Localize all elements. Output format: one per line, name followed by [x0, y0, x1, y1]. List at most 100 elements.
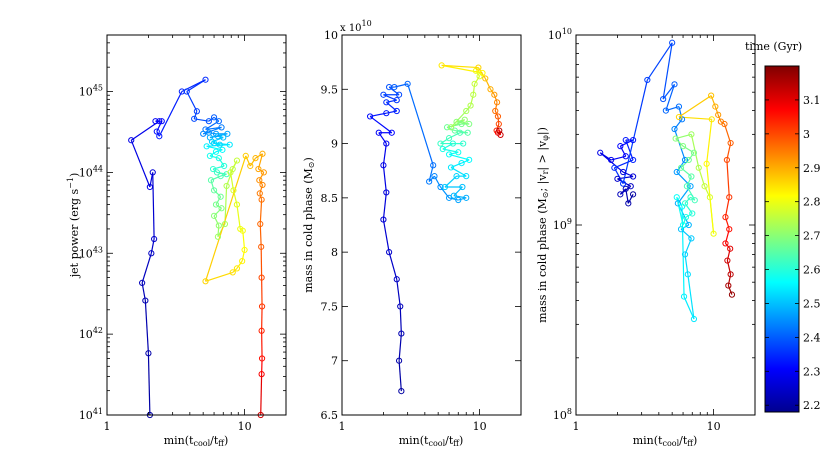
data-point — [233, 201, 241, 208]
data-point — [259, 181, 266, 189]
data-point — [684, 271, 691, 278]
data-point — [475, 64, 482, 71]
series-segment — [448, 151, 459, 156]
series-segment — [388, 86, 400, 96]
data-point — [673, 168, 680, 176]
series-segment — [477, 67, 486, 79]
series-segment — [382, 219, 390, 253]
series-segment — [684, 254, 689, 275]
series-segment — [441, 64, 483, 74]
series-segment — [710, 95, 716, 107]
data-point — [456, 129, 464, 136]
series-segment — [688, 152, 695, 161]
data-point — [206, 152, 214, 159]
data-point — [209, 165, 217, 173]
data-point — [210, 187, 218, 194]
data-point — [687, 194, 694, 201]
series-segment — [662, 42, 673, 100]
data-point — [393, 97, 400, 104]
colorbar-tick-label: 2.9 — [803, 162, 821, 175]
data-point — [257, 220, 264, 228]
data-point — [242, 152, 249, 159]
series-segment — [215, 149, 223, 153]
data-point — [247, 162, 254, 170]
series-segment — [599, 152, 612, 161]
series-segment — [717, 114, 722, 122]
series-segment — [680, 167, 692, 177]
data-point — [721, 120, 728, 128]
data-point — [258, 274, 265, 281]
data-point — [597, 149, 604, 156]
data-point — [463, 173, 470, 180]
data-point — [388, 129, 395, 136]
data-point — [451, 127, 458, 134]
series-segment — [218, 157, 225, 167]
series-segment — [141, 253, 152, 284]
data-point — [461, 116, 468, 123]
data-point — [463, 194, 470, 201]
series-segment — [398, 360, 402, 392]
series-segment — [706, 163, 715, 234]
data-point — [383, 110, 390, 117]
data-point — [258, 196, 265, 203]
series-segment — [130, 120, 160, 141]
series-segment — [706, 119, 713, 164]
series-segment — [382, 192, 387, 220]
series-segment — [484, 78, 492, 90]
series-segment — [212, 165, 225, 170]
data-point — [217, 193, 224, 200]
data-point — [216, 141, 223, 148]
series-segment — [144, 300, 150, 354]
data-point — [386, 249, 393, 256]
data-point — [383, 189, 390, 196]
data-point — [715, 111, 722, 118]
data-point — [455, 196, 462, 204]
data-point — [397, 303, 404, 310]
colorbar-tick-label: 2.3 — [803, 365, 821, 378]
data-point — [458, 160, 465, 167]
data-point — [212, 148, 220, 155]
data-point — [460, 140, 467, 147]
series-segment — [494, 102, 498, 112]
data-point — [685, 221, 692, 229]
data-point — [487, 86, 494, 93]
data-point — [217, 172, 224, 180]
panel-cold-mass-radial: 1 10 108 109 1010 min(tcool/tff) mass in col… — [536, 27, 756, 448]
data-point — [681, 200, 689, 207]
data-point — [447, 164, 455, 171]
data-point — [675, 113, 683, 121]
series-segment — [678, 95, 712, 118]
series-segment — [622, 79, 648, 184]
data-point — [426, 178, 433, 185]
y-tick-label: 1010 — [548, 27, 572, 42]
data-point — [455, 149, 462, 156]
series-segment — [450, 110, 467, 128]
data-point — [710, 230, 717, 237]
data-point — [151, 235, 158, 243]
series-segment — [245, 155, 251, 167]
series-segment — [215, 204, 222, 209]
y-axis-label-left: jet power (erg s−1) — [66, 173, 81, 280]
series-segment — [674, 118, 683, 130]
series-segment — [720, 121, 725, 125]
x-axis-label-left: min(tcool/tff) — [164, 434, 229, 448]
series-segment — [428, 175, 435, 182]
data-point — [445, 151, 453, 158]
data-point — [210, 140, 218, 147]
data-point — [690, 315, 698, 323]
x-tick-label: 1 — [573, 420, 580, 433]
x-axis-label-right: min(tcool/tff) — [633, 434, 698, 448]
series-segment — [369, 115, 393, 134]
data-point — [205, 118, 212, 125]
data-point — [695, 164, 702, 171]
data-point — [727, 245, 734, 252]
series-segment — [236, 204, 241, 229]
series-segment — [497, 116, 500, 125]
data-point — [139, 279, 146, 287]
axes-frame-middle — [341, 34, 522, 416]
y-tick-label: 7 — [331, 355, 338, 368]
colorbar-tick-label: 2.8 — [803, 196, 821, 209]
data-point — [470, 91, 477, 98]
series-segment — [625, 139, 634, 161]
data-point — [380, 162, 387, 169]
